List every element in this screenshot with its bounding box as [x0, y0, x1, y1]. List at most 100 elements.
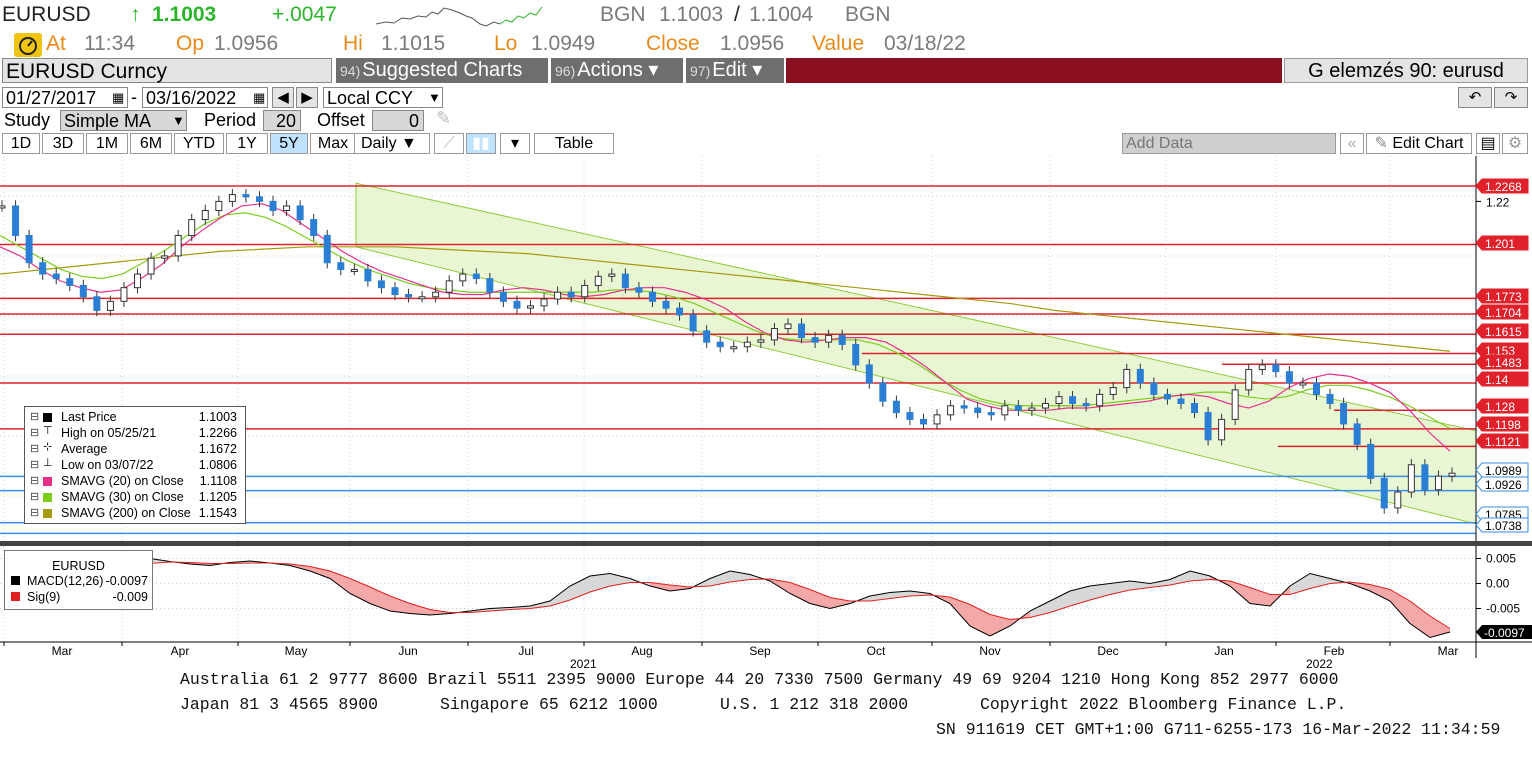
redo-button[interactable]: ↷ [1494, 87, 1528, 108]
start-date-input[interactable]: 01/27/2017 [2, 87, 128, 108]
chart-settings-icon[interactable]: ▤ [1476, 133, 1500, 154]
table-button[interactable]: Table [534, 133, 614, 154]
price-tag-label: 1.128 [1485, 400, 1515, 414]
candle-body [621, 273, 629, 289]
candle-body [1163, 393, 1171, 400]
actions-button[interactable]: 96) Actions ▾ [551, 58, 683, 83]
legend-value: 1.1672 [198, 442, 237, 456]
range-button-1d[interactable]: 1D [2, 133, 40, 154]
range-button-max[interactable]: Max [310, 133, 356, 154]
add-data-input[interactable]: Add Data [1122, 133, 1336, 154]
legend-toggle-icon[interactable]: ⊟ [30, 491, 40, 503]
legend-row: ⊟ ⊥ Low on 03/07/22 1.0806 [29, 457, 241, 474]
candle-body [337, 262, 345, 271]
macd-chart[interactable]: 0.005 0.00 -0.005 -0.0097 Mar Apr May Jun Jul Aug… [0, 546, 1532, 658]
security-field[interactable]: EURUSD Curncy [2, 58, 332, 83]
legend-toggle-icon[interactable]: ⊟ [30, 459, 40, 471]
candlestick-icon[interactable]: ▮▮ [466, 133, 496, 154]
pane-separator[interactable] [0, 541, 1532, 546]
calendar-icon[interactable]: ▦ [112, 90, 125, 105]
candle-body [201, 209, 209, 221]
candle-body [581, 284, 589, 298]
candle-body [635, 287, 643, 293]
legend-toggle-icon[interactable]: ⊟ [30, 507, 40, 519]
pencil-icon[interactable]: ✎ [436, 108, 452, 128]
offset-value: 0 [408, 111, 419, 131]
ask-price: 1.1004 [749, 3, 814, 26]
legend-name: High on 05/25/21 [61, 426, 157, 440]
candle-body [703, 330, 711, 343]
candle-body [689, 314, 697, 332]
candle-body [350, 269, 358, 273]
legend-toggle-icon[interactable]: ⊟ [30, 427, 40, 439]
legend-toggle-icon[interactable]: ⊟ [30, 475, 40, 487]
sma20-line [0, 203, 1451, 452]
macd-fill [990, 614, 1010, 636]
table-label: Table [554, 135, 594, 152]
range-button-3d[interactable]: 3D [42, 133, 84, 154]
price-tag-label: 1.1615 [1485, 325, 1522, 339]
range-button-5y[interactable]: 5Y [270, 133, 308, 154]
gear-icon[interactable]: ⚙ [1502, 133, 1528, 154]
date-separator: - [131, 87, 137, 107]
line-chart-icon[interactable]: ⟋ [434, 133, 464, 154]
price-chart[interactable]: 1.221.22681.2011.17731.17041.16151.1531.… [0, 156, 1532, 542]
price-tag [1475, 398, 1529, 414]
price-tag-label: 1.0989 [1485, 464, 1522, 478]
candle-body [906, 412, 914, 420]
candle-body [527, 305, 535, 309]
price-tag [1475, 354, 1529, 370]
suggested-charts-button[interactable]: 94) Suggested Charts [336, 58, 548, 83]
offset-input[interactable]: 0 [372, 110, 424, 131]
period-input[interactable]: 20 [263, 110, 301, 131]
price-tag-label: 1.201 [1485, 237, 1515, 251]
price-tag-label: 1.14 [1485, 373, 1509, 387]
range-button-6m[interactable]: 6M [130, 133, 172, 154]
at-value: 11:34 [84, 32, 135, 55]
prev-period-button[interactable]: ◀ [272, 87, 294, 108]
ask-source: BGN [845, 3, 891, 26]
legend-swatch [43, 493, 52, 502]
price-tag [1475, 433, 1529, 449]
sma30-line [0, 212, 1451, 429]
candle-body [215, 200, 223, 211]
calendar-icon[interactable]: ▦ [253, 90, 266, 105]
end-date-input[interactable]: 03/16/2022 [142, 87, 268, 108]
frequency-value: Daily ▼ [361, 135, 417, 152]
candle-body [676, 307, 684, 316]
edit-button[interactable]: 97) Edit ▾ [686, 58, 784, 83]
macd-fill [1190, 571, 1210, 581]
x-tick-label: Feb [1324, 644, 1345, 658]
at-label: At [46, 32, 66, 55]
high-value: 1.1015 [381, 32, 446, 55]
candle-body [1285, 371, 1293, 384]
study-value: Simple MA [64, 111, 152, 131]
x-tick-label: Mar [52, 644, 73, 658]
next-period-button[interactable]: ▶ [296, 87, 318, 108]
clock-icon[interactable] [14, 33, 42, 57]
price-tag-label: 1.1773 [1485, 290, 1522, 304]
x-tick-label: Sep [749, 644, 771, 658]
x-tick-label: Mar [1438, 644, 1459, 658]
macd-y-tick-label: -0.005 [1486, 602, 1520, 616]
legend-toggle-icon[interactable]: ⊟ [30, 411, 40, 423]
range-button-1y[interactable]: 1Y [226, 133, 268, 154]
collapse-icon[interactable]: « [1340, 133, 1364, 154]
quote-line-2: At 11:34 Op 1.0956 Hi 1.1015 Lo 1.0949 C… [0, 31, 1532, 59]
price-tag [1475, 178, 1529, 194]
undo-button[interactable]: ↶ [1458, 87, 1492, 108]
range-button-1m[interactable]: 1M [86, 133, 128, 154]
edit-chart-button[interactable]: ✎ Edit Chart [1366, 133, 1472, 154]
frequency-select[interactable]: Daily ▼ [354, 133, 430, 154]
x-tick-label: Nov [979, 644, 1000, 658]
chart-type-dropdown-icon[interactable]: ▾ [500, 133, 530, 154]
candle-body [93, 296, 101, 311]
candle-body [120, 287, 128, 302]
currency-value: Local CCY [327, 88, 414, 108]
currency-select[interactable]: Local CCY [323, 87, 443, 108]
range-button-ytd[interactable]: YTD [174, 133, 224, 154]
study-select[interactable]: Simple MA [60, 110, 187, 131]
legend-toggle-icon[interactable]: ⊟ [30, 443, 40, 455]
price-tag-label: 1.0738 [1485, 519, 1522, 533]
candle-body [594, 275, 602, 286]
